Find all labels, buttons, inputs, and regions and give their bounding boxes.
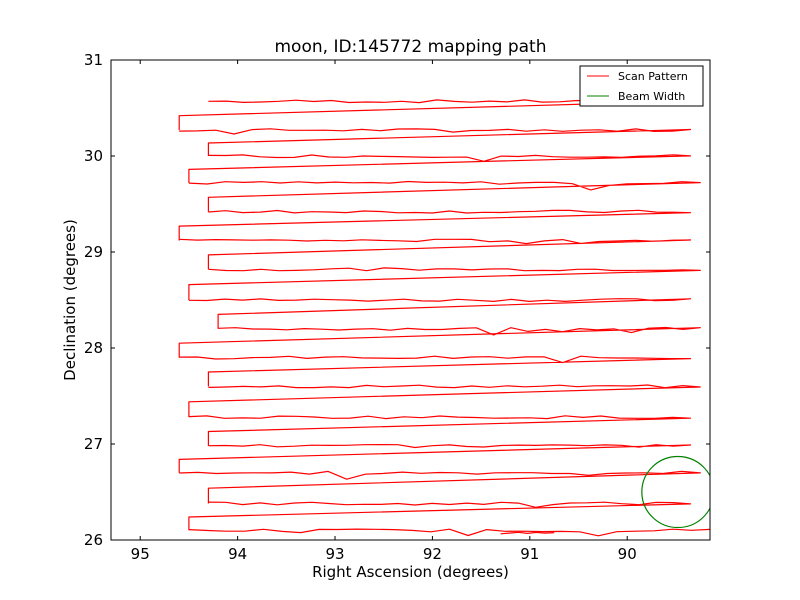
scan-row-line <box>188 415 692 446</box>
scan-tail-line <box>500 531 555 535</box>
scan-row-line <box>179 128 692 156</box>
x-tick-label: 94 <box>228 545 247 563</box>
y-tick-label: 27 <box>84 435 103 453</box>
beam-width-circle <box>641 455 710 529</box>
legend-label-scan-pattern: Scan Pattern <box>618 70 688 83</box>
legend-label-beam-width: Beam Width <box>618 90 685 103</box>
scan-row-line <box>178 326 701 358</box>
x-tick-label: 92 <box>423 545 442 563</box>
y-tick-label: 31 <box>84 51 103 69</box>
scan-row-line <box>188 501 692 531</box>
legend: Scan Pattern Beam Width <box>579 65 704 107</box>
scan-row-line <box>179 470 701 504</box>
scan-row-line <box>188 528 710 537</box>
x-tick-label: 93 <box>325 545 344 563</box>
y-tick-label: 28 <box>84 339 103 357</box>
x-tick-label: 95 <box>131 545 150 563</box>
chart-title: moon, ID:145772 mapping path <box>275 37 547 57</box>
scan-row-line <box>178 444 692 473</box>
x-tick-label: 90 <box>618 545 637 563</box>
axis-ticks: 95 94 93 92 91 90 26 27 28 29 30 31 <box>84 51 710 563</box>
x-axis-label: Right Ascension (degrees) <box>312 563 509 581</box>
scan-row-line <box>188 298 692 329</box>
y-tick-label: 30 <box>84 147 103 165</box>
y-tick-label: 26 <box>84 531 103 549</box>
scan-row-line <box>179 355 692 387</box>
scan-row-line <box>188 267 701 300</box>
y-tick-label: 29 <box>84 243 103 261</box>
x-tick-label: 91 <box>520 545 539 563</box>
scan-row-line <box>188 180 701 212</box>
scan-row-line <box>188 384 701 418</box>
plot-content <box>178 99 710 537</box>
scan-row-line <box>178 209 692 241</box>
plot-frame <box>110 59 711 541</box>
legend-box <box>579 65 704 107</box>
scan-row-line <box>188 154 692 183</box>
scan-row-line <box>179 238 692 270</box>
y-axis-label: Declination (degrees) <box>61 219 79 381</box>
